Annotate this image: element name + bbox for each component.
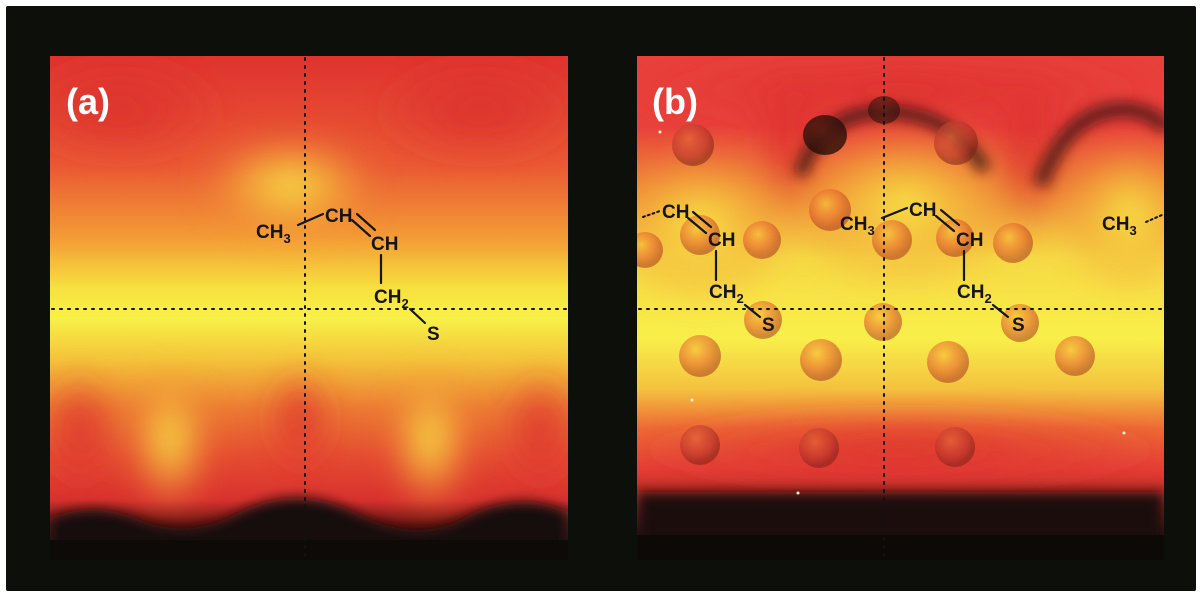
atom-sphere [809, 189, 851, 231]
ch-group: CH [708, 230, 735, 251]
double-bond [691, 210, 713, 229]
atom-sphere [680, 425, 720, 465]
ch-group: CH [909, 200, 936, 221]
panel-b-molecule: CH3 CH CH CH2 S [840, 200, 1025, 336]
panel-a-lobe [500, 370, 568, 490]
ch3-group: CH3 [1102, 214, 1137, 238]
atom-sphere [800, 339, 842, 381]
panel-b [637, 56, 1164, 560]
panel-a-top-red [50, 56, 230, 165]
double-bond [934, 214, 956, 233]
bond [296, 212, 325, 227]
speckle [658, 130, 662, 134]
panel-b-dark-spot [803, 115, 847, 155]
panel-a-lobe [385, 365, 475, 515]
bond [1145, 214, 1163, 223]
speckle [796, 491, 800, 495]
panel-a-molecule: CH3 CH CH CH2 S [256, 206, 440, 345]
bond [408, 307, 427, 325]
atom-sphere [993, 223, 1033, 263]
atom-sphere [637, 232, 663, 268]
atom-sphere [743, 221, 781, 259]
panel-b-label: (b) [652, 81, 698, 122]
panel-b-bulge [1060, 135, 1164, 295]
panel-b-molecule-left: CH CH CH2 S [642, 202, 775, 336]
bond [991, 303, 1010, 319]
double-bond [939, 208, 961, 227]
panel-a-hot-spot [195, 130, 385, 240]
atom-sphere [679, 335, 721, 377]
ch3-group: CH3 [840, 214, 875, 238]
atom-sphere [927, 341, 969, 383]
panel-b-top [640, 56, 1160, 130]
ch2-group: CH2 [957, 282, 992, 306]
panel-b-dark-spot [868, 96, 900, 124]
atom-sphere [936, 219, 974, 257]
panel-a-lobe [125, 365, 215, 515]
atom-sphere [934, 121, 978, 165]
ch-group: CH [371, 234, 398, 255]
bond [743, 303, 762, 319]
panel-a [50, 56, 568, 560]
panel-b-molecule-right: CH3 [1102, 214, 1163, 238]
sulfur-atom: S [427, 324, 440, 345]
double-bond [355, 212, 377, 232]
sulfur-atom: S [1012, 315, 1025, 336]
atom-sphere [672, 124, 714, 166]
bond [880, 206, 909, 220]
panel-b-low-red [637, 410, 1164, 490]
atom-sphere [1001, 304, 1039, 342]
panel-b-atoms [637, 121, 1095, 468]
atom-sphere [1055, 336, 1095, 376]
sulfur-atom: S [762, 315, 775, 336]
atom-sphere [872, 220, 912, 260]
ch3-group: CH3 [256, 222, 291, 246]
panel-b-contour [1032, 101, 1164, 188]
panel-a-lobe [265, 365, 335, 475]
ch-group: CH [956, 230, 983, 251]
ch2-group: CH2 [709, 282, 744, 306]
speckle [1122, 431, 1126, 435]
panel-a-label: (a) [66, 81, 110, 122]
speckle [690, 398, 694, 402]
panel-a-top-red [370, 56, 568, 165]
ch2-group: CH2 [374, 287, 409, 311]
panel-a-lobe [50, 370, 120, 490]
ch-group: CH [662, 202, 689, 223]
bond [642, 210, 661, 218]
double-bond [350, 218, 372, 238]
double-bond [686, 216, 708, 235]
atom-sphere [935, 427, 975, 467]
atom-sphere [799, 428, 839, 468]
ch-group: CH [325, 206, 352, 227]
